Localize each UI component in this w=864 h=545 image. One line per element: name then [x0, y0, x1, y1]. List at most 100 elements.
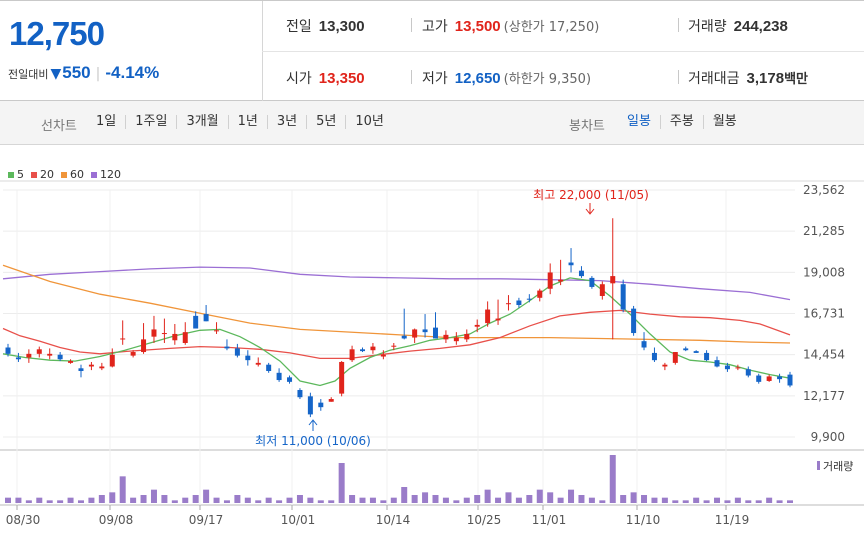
candle-body [766, 376, 772, 381]
candle-body [693, 351, 699, 353]
candle-body [47, 353, 53, 356]
low-annotation: 최저 11,000 (10/06) [255, 434, 371, 448]
volume-bar [578, 495, 585, 503]
volume-bar [682, 500, 689, 503]
divider [411, 70, 412, 84]
legend-ma120: 120 [91, 168, 121, 181]
volume-bar [15, 497, 22, 503]
period-10y[interactable]: 10년 [345, 115, 393, 129]
candle-body [203, 314, 209, 322]
volume-bar [317, 500, 324, 503]
ma5-line [2, 277, 791, 387]
volume-bar [213, 497, 220, 503]
period-3y[interactable]: 3년 [266, 115, 306, 129]
volume-bar [109, 492, 116, 503]
period-5y[interactable]: 5년 [306, 115, 345, 129]
x-tick-label: 11/19 [715, 513, 750, 527]
candle-monthly[interactable]: 월봉 [702, 115, 746, 129]
volume-bar [119, 476, 126, 503]
candle-body [474, 324, 480, 327]
low-arrow-icon [308, 419, 318, 426]
prev-close-label: 전일 [286, 19, 312, 35]
ma-legend: 5 20 60 120 [8, 168, 128, 181]
divider [678, 70, 679, 84]
legend-label: 60 [70, 168, 84, 181]
candle-body [297, 389, 303, 398]
candle-body [599, 284, 605, 296]
period-1y[interactable]: 1년 [227, 115, 267, 129]
candle-body [318, 402, 324, 408]
moving-averages [2, 264, 791, 387]
period-1w[interactable]: 1주일 [125, 115, 176, 129]
volume-bar [338, 463, 345, 503]
volume-bar [693, 497, 700, 503]
y-tick-label: 23,562 [803, 183, 845, 197]
open-stat: 시가 13,350 [286, 68, 365, 88]
candle-body [641, 341, 647, 348]
volume-bar [359, 497, 366, 503]
volume-bar [630, 492, 637, 503]
candle-body [266, 364, 272, 372]
candle-body [651, 352, 657, 361]
legend-label: 20 [40, 168, 54, 181]
upper-limit: (상한가 17,250) [503, 20, 600, 35]
high-label: 고가 [422, 19, 448, 35]
volume-bar [401, 487, 408, 503]
candle-body [495, 318, 501, 321]
prev-close-value: 13,300 [318, 18, 365, 35]
volume-bar [515, 497, 522, 503]
x-tick-label: 11/01 [532, 513, 567, 527]
volume-bar [369, 497, 376, 503]
candle-body [537, 290, 543, 298]
volume-bar [411, 495, 418, 503]
volume-bar [734, 497, 741, 503]
volume-bar [787, 500, 793, 503]
volume-bar [140, 495, 147, 503]
candle-daily[interactable]: 일봉 [627, 114, 651, 129]
volume-bar [5, 497, 11, 503]
volume-label: 거래량 [688, 19, 727, 35]
candle-body [172, 333, 178, 341]
volume-bar [36, 497, 43, 503]
volume-bar [223, 500, 230, 503]
low-value: 12,650 [454, 70, 501, 87]
period-1d[interactable]: 1일 [96, 114, 117, 129]
volume-bar [442, 497, 449, 503]
candle-body [735, 367, 741, 369]
volume-value: 244,238 [733, 18, 788, 35]
candle-body [672, 352, 678, 363]
volume-bar [474, 495, 481, 503]
legend-swatch [8, 171, 14, 178]
high-arrow-icon [585, 208, 595, 215]
candle-body [234, 348, 240, 356]
candle-body [568, 262, 574, 266]
x-tick-label: 09/17 [189, 513, 224, 527]
trade-value-label: 거래대금 [688, 71, 740, 87]
volume-bar [776, 500, 783, 503]
candle-body [589, 277, 595, 287]
candle-body [526, 298, 532, 300]
volume-bar [150, 489, 157, 503]
candle-body [88, 364, 94, 367]
period-3m[interactable]: 3개월 [176, 115, 227, 129]
volume-bar [651, 497, 658, 503]
volume-bar [588, 497, 595, 503]
volume-bar [453, 500, 460, 503]
volume-bars [5, 455, 793, 503]
candle-body [724, 365, 730, 370]
candle-body [714, 360, 720, 367]
volume-bar [714, 497, 721, 503]
x-tick-label: 08/30 [6, 513, 41, 527]
legend-ma60: 60 [61, 168, 84, 181]
candle-weekly[interactable]: 주봉 [659, 115, 703, 129]
volume-legend-label: 거래량 [823, 460, 853, 473]
volume-bar [46, 500, 53, 503]
legend-label: 5 [17, 168, 24, 181]
stock-summary: 12,750 전일대비 ▼550 | -4.14% 전일 13,300 고가 13,500… [0, 0, 864, 101]
volume-bar [599, 500, 606, 503]
candle-body [547, 272, 553, 289]
change-label: 전일대비 [8, 68, 49, 81]
volume-bar [422, 492, 429, 503]
y-tick-label: 19,008 [803, 265, 845, 279]
